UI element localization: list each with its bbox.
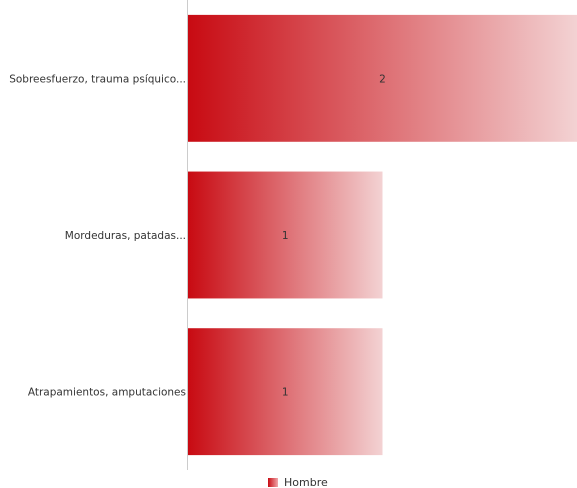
data-label-2: 1 [282, 230, 289, 242]
bar-1[interactable] [188, 14, 577, 142]
category-label-1: Sobreesfuerzo, trauma psíquico... [9, 73, 186, 85]
category-label-3: Atrapamientos, amputaciones [28, 387, 186, 399]
data-label-1: 2 [379, 73, 386, 85]
bar-3[interactable] [188, 328, 383, 456]
legend-swatch-hombre [268, 478, 278, 487]
bar-2[interactable] [188, 171, 383, 299]
data-label-3: 1 [282, 387, 289, 399]
category-label-2: Mordeduras, patadas... [65, 230, 186, 242]
legend[interactable]: Hombre [268, 476, 328, 488]
legend-label-hombre: Hombre [284, 476, 328, 488]
